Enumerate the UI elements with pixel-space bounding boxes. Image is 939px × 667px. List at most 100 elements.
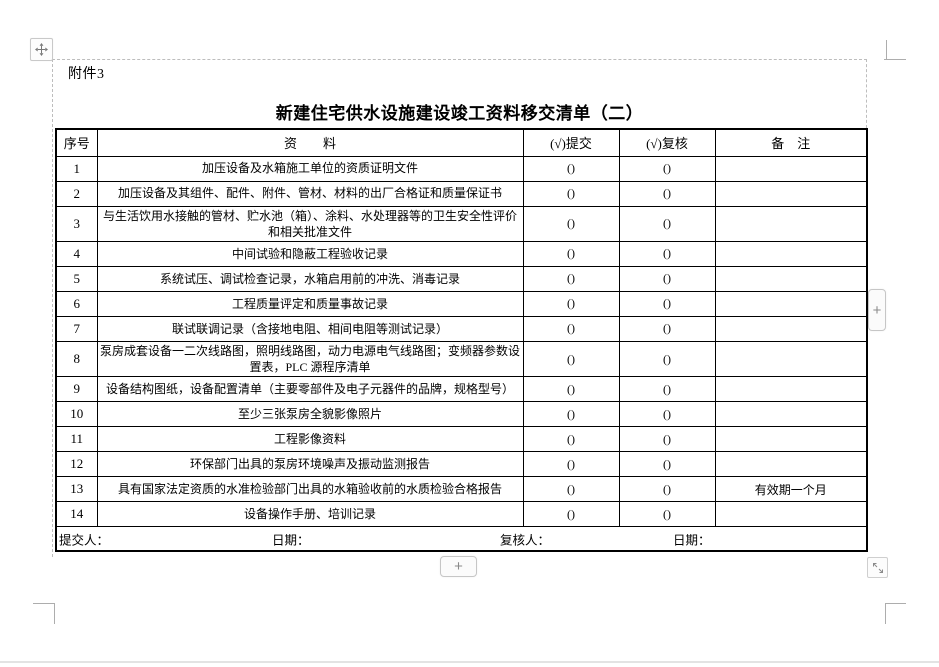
header-submit[interactable]: (√)提交 <box>522 128 620 157</box>
remark-cell[interactable] <box>714 155 868 182</box>
table-header-row: 序号 资 料 (√)提交 (√)复核 备 注 <box>55 128 868 157</box>
row-number-cell[interactable]: 3 <box>55 205 98 242</box>
margin-mark-bottom-right-h <box>885 603 906 604</box>
review-mark-cell[interactable]: () <box>618 155 716 182</box>
review-mark-cell[interactable]: () <box>618 180 716 207</box>
material-cell[interactable]: 系统试压、调试检查记录，水箱启用前的冲洗、消毒记录 <box>96 265 524 292</box>
material-cell[interactable]: 泵房成套设备一二次线路图，照明线路图，动力电源电气线路图；变频器参数设置表，PL… <box>96 340 524 378</box>
remark-cell[interactable] <box>714 340 868 378</box>
submit-mark-cell[interactable]: () <box>522 376 620 403</box>
submit-mark-cell[interactable]: () <box>522 290 620 317</box>
remark-cell[interactable] <box>714 451 868 478</box>
row-number-cell[interactable]: 6 <box>55 290 98 317</box>
remark-cell[interactable] <box>714 426 868 453</box>
header-remark[interactable]: 备 注 <box>714 128 868 157</box>
material-cell[interactable]: 中间试验和隐蔽工程验收记录 <box>96 240 524 267</box>
row-number-cell[interactable]: 8 <box>55 340 98 378</box>
review-mark-cell[interactable]: () <box>618 401 716 428</box>
remark-cell[interactable] <box>714 240 868 267</box>
text-boundary-top-line <box>52 59 867 60</box>
remark-cell[interactable]: 有效期一个月 <box>714 476 868 503</box>
page-title[interactable]: 新建住宅供水设施建设竣工资料移交清单（二） <box>275 104 644 123</box>
remark-cell[interactable] <box>714 265 868 292</box>
submit-mark-cell[interactable]: () <box>522 501 620 528</box>
review-mark-cell[interactable]: () <box>618 240 716 267</box>
row-number-cell[interactable]: 7 <box>55 315 98 342</box>
window-bottom-edge <box>0 661 939 663</box>
row-number-cell[interactable]: 12 <box>55 451 98 478</box>
submit-mark-cell[interactable]: () <box>522 240 620 267</box>
add-column-button[interactable]: + <box>868 289 886 331</box>
material-cell[interactable]: 工程质量评定和质量事故记录 <box>96 290 524 317</box>
review-mark-cell[interactable]: () <box>618 376 716 403</box>
remark-cell[interactable] <box>714 205 868 242</box>
review-mark-cell[interactable]: () <box>618 205 716 242</box>
material-cell[interactable]: 设备结构图纸，设备配置清单（主要零部件及电子元器件的品牌，规格型号） <box>96 376 524 403</box>
material-cell[interactable]: 工程影像资料 <box>96 426 524 453</box>
submit-mark-cell[interactable]: () <box>522 426 620 453</box>
review-mark-cell[interactable]: () <box>618 290 716 317</box>
review-date-label: 日期： <box>673 533 711 548</box>
material-cell[interactable]: 联试联调记录（含接地电阻、相间电阻等测试记录） <box>96 315 524 342</box>
remark-cell[interactable] <box>714 376 868 403</box>
material-cell[interactable]: 加压设备及其组件、配件、附件、管材、材料的出厂合格证和质量保证书 <box>96 180 524 207</box>
row-number-cell[interactable]: 10 <box>55 401 98 428</box>
material-cell[interactable]: 加压设备及水箱施工单位的资质证明文件 <box>96 155 524 182</box>
submitter-label: 提交人： <box>59 533 110 548</box>
submit-mark-cell[interactable]: () <box>522 401 620 428</box>
table-footer-row: 提交人： 日期： 复核人： 日期： <box>55 526 868 552</box>
row-number-cell[interactable]: 13 <box>55 476 98 503</box>
row-number-cell[interactable]: 11 <box>55 426 98 453</box>
row-number-cell[interactable]: 1 <box>55 155 98 182</box>
table-row: 14 设备操作手册、培训记录 () () <box>55 501 868 528</box>
footer-cell[interactable]: 提交人： 日期： 复核人： 日期： <box>55 526 868 552</box>
table-row: 4 中间试验和隐蔽工程验收记录 () () <box>55 240 868 267</box>
submit-mark-cell[interactable]: () <box>522 155 620 182</box>
submit-mark-cell[interactable]: () <box>522 340 620 378</box>
remark-cell[interactable] <box>714 315 868 342</box>
row-number-cell[interactable]: 9 <box>55 376 98 403</box>
review-mark-cell[interactable]: () <box>618 426 716 453</box>
material-cell[interactable]: 具有国家法定资质的水准检验部门出具的水箱验收前的水质检验合格报告 <box>96 476 524 503</box>
material-cell[interactable]: 环保部门出具的泵房环境噪声及振动监测报告 <box>96 451 524 478</box>
material-cell[interactable]: 设备操作手册、培训记录 <box>96 501 524 528</box>
remark-cell[interactable] <box>714 401 868 428</box>
table-row: 6 工程质量评定和质量事故记录 () () <box>55 290 868 317</box>
review-mark-cell[interactable]: () <box>618 340 716 378</box>
row-number-cell[interactable]: 5 <box>55 265 98 292</box>
table-resize-handle[interactable] <box>867 557 888 578</box>
row-number-cell[interactable]: 14 <box>55 501 98 528</box>
row-number-cell[interactable]: 2 <box>55 180 98 207</box>
table-row: 1 加压设备及水箱施工单位的资质证明文件 () () <box>55 155 868 182</box>
submit-mark-cell[interactable]: () <box>522 476 620 503</box>
remark-cell[interactable] <box>714 501 868 528</box>
remark-cell[interactable] <box>714 180 868 207</box>
review-mark-cell[interactable]: () <box>618 501 716 528</box>
submit-mark-cell[interactable]: () <box>522 265 620 292</box>
row-number-cell[interactable]: 4 <box>55 240 98 267</box>
table-row: 10 至少三张泵房全貌影像照片 () () <box>55 401 868 428</box>
margin-mark-bottom-left-v <box>54 603 55 624</box>
submit-mark-cell[interactable]: () <box>522 451 620 478</box>
material-cell[interactable]: 至少三张泵房全貌影像照片 <box>96 401 524 428</box>
header-material[interactable]: 资 料 <box>96 128 524 157</box>
review-mark-cell[interactable]: () <box>618 265 716 292</box>
review-mark-cell[interactable]: () <box>618 451 716 478</box>
header-review[interactable]: (√)复核 <box>618 128 716 157</box>
move-cross-icon <box>35 43 48 56</box>
reviewer-label: 复核人： <box>500 533 551 548</box>
material-cell[interactable]: 与生活饮用水接触的管材、贮水池（箱）、涂料、水处理器等的卫生安全性评价和相关批准… <box>96 205 524 242</box>
submit-mark-cell[interactable]: () <box>522 180 620 207</box>
review-mark-cell[interactable]: () <box>618 315 716 342</box>
review-mark-cell[interactable]: () <box>618 476 716 503</box>
submit-mark-cell[interactable]: () <box>522 315 620 342</box>
attachment-label[interactable]: 附件3 <box>68 67 105 82</box>
header-no[interactable]: 序号 <box>55 128 98 157</box>
add-row-button[interactable]: + <box>440 556 477 577</box>
remark-cell[interactable] <box>714 290 868 317</box>
margin-mark-bottom-left-h <box>33 603 55 604</box>
materials-table-body: 序号 资 料 (√)提交 (√)复核 备 注 1 加压设备及水箱施工单位的资质证… <box>55 128 868 528</box>
submit-mark-cell[interactable]: () <box>522 205 620 242</box>
table-move-handle[interactable] <box>30 38 53 61</box>
